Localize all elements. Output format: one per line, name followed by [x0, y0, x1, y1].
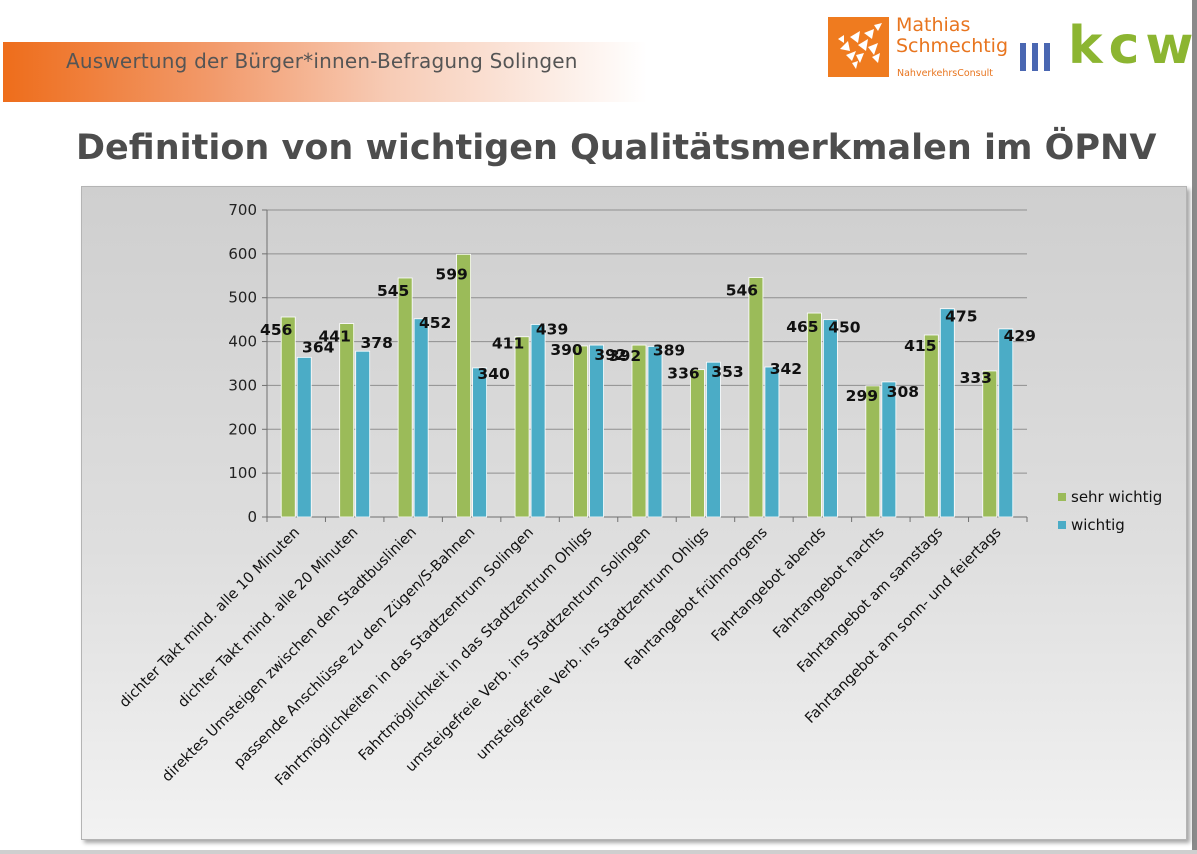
logo-subline: NahverkehrsConsult — [897, 68, 994, 79]
bar-sehr-wichtig — [514, 336, 530, 518]
bar-sehr-wichtig — [456, 253, 472, 518]
bar-sehr-wichtig — [748, 277, 764, 518]
bar-wichtig — [881, 381, 897, 518]
x-tick-label: Fahrtangebot nachts — [770, 525, 887, 642]
y-tick-label: 200 — [228, 420, 257, 438]
x-tick-label: Fahrtangebot abends — [709, 525, 829, 645]
kcw-bars-icon — [1020, 43, 1052, 71]
slide-right-edge — [1192, 0, 1197, 854]
bar-sehr-wichtig — [397, 277, 413, 518]
data-label: 364 — [302, 338, 335, 356]
data-label: 441 — [319, 328, 351, 346]
bar-wichtig — [706, 361, 721, 518]
data-label: 342 — [770, 360, 802, 378]
data-label: 439 — [536, 320, 568, 338]
data-label: 333 — [960, 369, 992, 387]
data-label: 452 — [419, 314, 451, 332]
bar-sehr-wichtig — [573, 345, 588, 518]
data-label: 545 — [377, 282, 409, 300]
bar-sehr-wichtig — [982, 370, 998, 518]
data-label: 389 — [653, 341, 685, 359]
bar-sehr-wichtig — [690, 369, 705, 518]
legend-label: wichtig — [1071, 516, 1125, 534]
bar-sehr-wichtig — [865, 385, 881, 518]
y-tick-label: 500 — [228, 289, 257, 307]
y-tick-label: 300 — [228, 376, 257, 394]
bar-sehr-wichtig — [806, 312, 822, 518]
logo-name-line2: Schmechtig — [896, 35, 1009, 57]
logo-name-line1: Mathias — [896, 14, 971, 36]
bar-wichtig — [822, 319, 838, 518]
mathias-schmechtig-logo-icon — [828, 17, 889, 77]
slide-bottom-edge — [0, 850, 1197, 854]
bar-wichtig — [939, 308, 955, 518]
legend-label: sehr wichtig — [1071, 488, 1162, 506]
data-label: 546 — [726, 282, 758, 300]
bar-wichtig — [296, 356, 312, 518]
data-label: 475 — [945, 308, 977, 326]
data-label: 340 — [477, 365, 510, 383]
y-tick-label: 100 — [228, 464, 257, 482]
bar-wichtig — [355, 350, 371, 518]
data-label: 299 — [846, 387, 878, 405]
bar-wichtig — [647, 345, 663, 518]
bar-sehr-wichtig — [280, 316, 296, 518]
y-tick-label: 600 — [228, 245, 257, 263]
bar-wichtig — [472, 367, 488, 518]
data-label: 456 — [260, 321, 292, 339]
chart-frame: 0 100 200 300 400 500 600 700 456 364 dichter Takt… — [81, 186, 1187, 840]
y-tick-label: 0 — [247, 508, 257, 526]
data-label: 411 — [492, 335, 524, 353]
data-label: 336 — [667, 365, 699, 383]
data-label: 415 — [904, 337, 936, 355]
bar-sehr-wichtig — [631, 344, 647, 518]
legend-swatch — [1058, 521, 1066, 529]
data-label: 353 — [711, 363, 743, 381]
y-tick-label: 700 — [228, 201, 257, 219]
bar-sehr-wichtig — [339, 323, 355, 518]
legend-swatch — [1058, 493, 1066, 501]
data-label: 308 — [887, 383, 919, 401]
bar-wichtig — [998, 328, 1014, 518]
data-label: 465 — [786, 318, 818, 336]
bar-wichtig — [413, 318, 429, 518]
bar-wichtig — [589, 344, 604, 518]
page-title: Definition von wichtigen Qualitätsmerkma… — [76, 128, 1157, 168]
header-gradient-bar — [3, 42, 703, 102]
data-label: 450 — [828, 319, 861, 337]
y-tick-label: 400 — [228, 333, 257, 351]
data-label: 390 — [550, 341, 583, 359]
kcw-logo-text: kcw — [1068, 16, 1197, 76]
data-label: 378 — [361, 334, 393, 352]
bar-sehr-wichtig — [923, 334, 939, 518]
header-subtitle: Auswertung der Bürger*innen-Befragung So… — [66, 49, 578, 73]
data-label: 599 — [435, 265, 467, 283]
data-label: 392 — [594, 346, 626, 364]
bar-wichtig — [530, 324, 546, 518]
bar-wichtig — [764, 366, 780, 518]
data-label: 392 — [609, 347, 641, 365]
data-label: 429 — [1004, 327, 1036, 345]
